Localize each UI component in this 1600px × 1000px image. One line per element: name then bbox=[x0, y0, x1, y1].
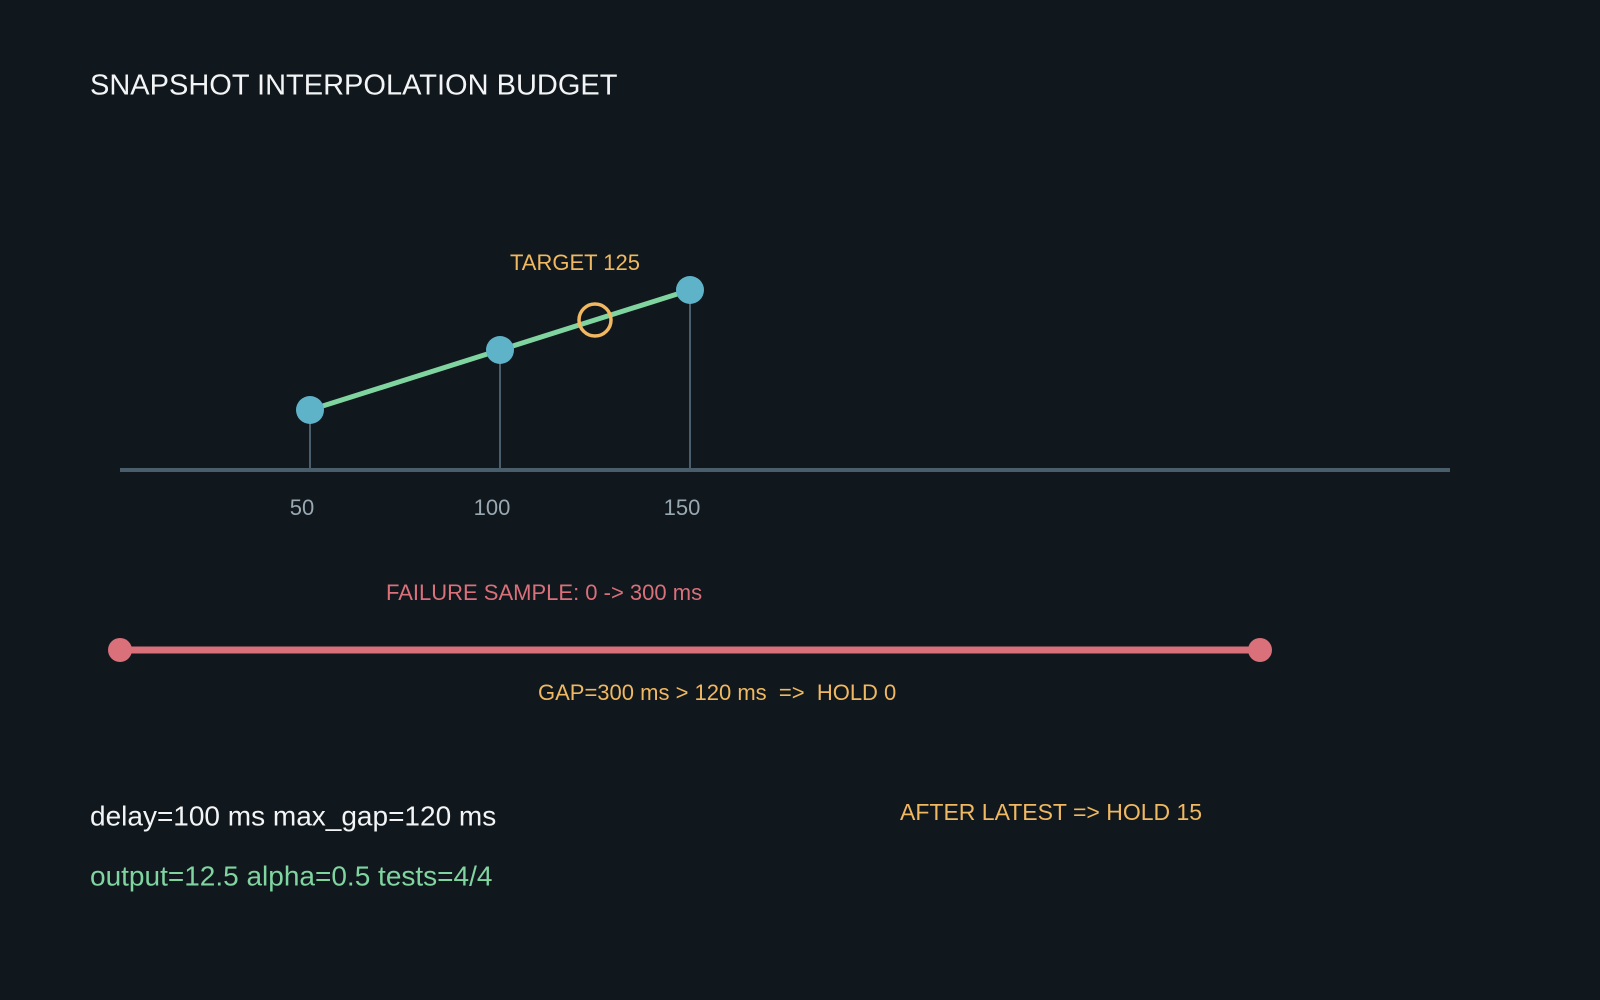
failure-start bbox=[108, 638, 132, 662]
snapshot-point bbox=[676, 276, 704, 304]
after-latest: AFTER LATEST => HOLD 15 bbox=[900, 799, 1202, 825]
x-tick-label: 100 bbox=[474, 495, 511, 520]
target-label: TARGET 125 bbox=[510, 250, 640, 275]
result: output=12.5 alpha=0.5 tests=4/4 bbox=[90, 860, 492, 891]
snapshot-point bbox=[486, 336, 514, 364]
failure-note: GAP=300 ms > 120 ms => HOLD 0 bbox=[538, 680, 896, 705]
failure-label: FAILURE SAMPLE: 0 -> 300 ms bbox=[386, 580, 702, 605]
snapshot-point bbox=[296, 396, 324, 424]
x-tick-label: 150 bbox=[664, 495, 701, 520]
title: SNAPSHOT INTERPOLATION BUDGET bbox=[90, 70, 618, 102]
x-tick-label: 50 bbox=[290, 495, 314, 520]
params: delay=100 ms max_gap=120 ms bbox=[90, 800, 496, 831]
failure-end bbox=[1248, 638, 1272, 662]
target-ring bbox=[577, 302, 613, 338]
